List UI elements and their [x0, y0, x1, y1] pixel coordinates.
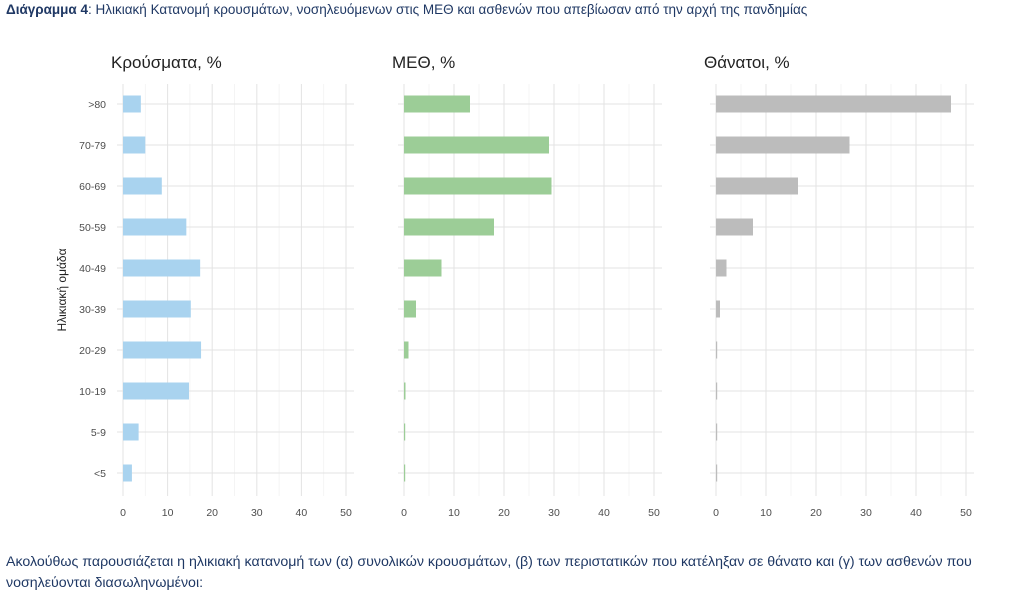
bar	[716, 464, 718, 482]
x-tick-label: 30	[860, 507, 872, 519]
x-tick-label: 30	[548, 507, 560, 519]
bar	[716, 341, 718, 359]
y-tick-label: 10-19	[79, 386, 106, 398]
y-tick-label: >80	[88, 99, 106, 111]
figure-caption-text: : Ηλικιακή Κατανομή κρουσμάτων, νοσηλευό…	[88, 2, 808, 17]
bar	[123, 177, 162, 195]
bar	[123, 95, 141, 113]
x-tick-label: 40	[910, 507, 922, 519]
age-distribution-chart: Ηλικιακή ομάδα >80 70-79 60-69 50-59 40-49 30-…	[55, 53, 974, 519]
x-tick-label: 50	[648, 507, 660, 519]
y-tick-label: 40-49	[79, 263, 106, 275]
x-tick-label: 20	[498, 507, 510, 519]
bar	[404, 382, 406, 400]
bar	[404, 300, 416, 318]
bar	[716, 136, 850, 154]
bar	[404, 464, 406, 482]
y-tick-label: 30-39	[79, 304, 106, 316]
x-tick-label: 10	[162, 507, 174, 519]
bar	[123, 464, 132, 482]
bar	[716, 423, 718, 441]
bar	[123, 300, 191, 318]
y-tick-label: 5-9	[91, 427, 106, 439]
x-tick-label: 0	[401, 507, 407, 519]
bar	[404, 218, 494, 236]
x-tick-label: 50	[960, 507, 972, 519]
bar	[404, 95, 470, 113]
y-tick-label: <5	[94, 468, 106, 480]
bar	[404, 259, 442, 277]
x-tick-label: 20	[810, 507, 822, 519]
bar	[404, 423, 406, 441]
body-paragraph: Ακολούθως παρουσιάζεται η ηλικιακή καταν…	[6, 554, 972, 591]
y-tick-label: 20-29	[79, 345, 106, 357]
bar	[716, 177, 798, 195]
bar	[716, 95, 951, 113]
x-tick-label: 50	[340, 507, 352, 519]
bar	[716, 259, 727, 277]
bar	[123, 382, 190, 400]
x-tick-label: 40	[598, 507, 610, 519]
figure-caption: Διάγραμμα 4: Ηλικιακή Κατανομή κρουσμάτω…	[6, 2, 807, 17]
bar	[716, 300, 720, 318]
y-tick-label: 60-69	[79, 181, 106, 193]
y-axis-title: Ηλικιακή ομάδα	[55, 248, 69, 331]
bar	[123, 423, 139, 441]
figure-caption-label: Διάγραμμα 4	[6, 2, 88, 17]
bar	[716, 218, 753, 236]
bar	[123, 136, 146, 154]
y-tick-label: 50-59	[79, 222, 106, 234]
bar	[716, 382, 718, 400]
x-tick-label: 10	[448, 507, 460, 519]
bar	[404, 136, 549, 154]
x-tick-label: 0	[713, 507, 719, 519]
x-tick-label: 10	[760, 507, 772, 519]
panel-title: Θάνατοι, %	[704, 53, 790, 72]
bar	[123, 259, 201, 277]
bar	[123, 218, 187, 236]
x-tick-label: 20	[206, 507, 218, 519]
y-tick-label: 70-79	[79, 140, 106, 152]
x-tick-label: 30	[251, 507, 263, 519]
x-tick-label: 40	[296, 507, 308, 519]
panel-title: ΜΕΘ, %	[392, 53, 455, 72]
panel-title: Κρούσματα, %	[111, 53, 222, 72]
x-tick-label: 0	[120, 507, 126, 519]
bar	[404, 341, 409, 359]
bar	[123, 341, 202, 359]
bar	[404, 177, 552, 195]
